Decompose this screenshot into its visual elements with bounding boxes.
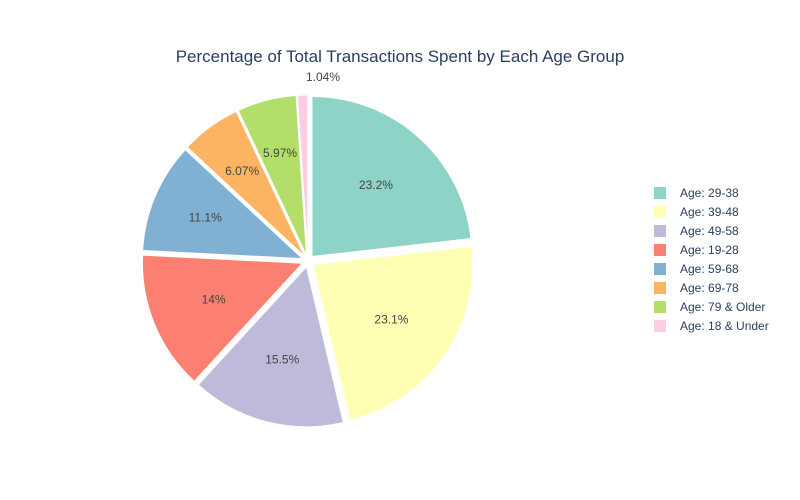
pie-slice-age-39-48: [312, 245, 474, 421]
legend-item-age-59-68[interactable]: Age: 59-68: [654, 262, 739, 276]
legend-item-age-19-28[interactable]: Age: 19-28: [654, 243, 739, 257]
slice-labels: 23.2% 23.1% 15.5% 14% 11.1% 6.07% 5.97% 1.04%: [189, 70, 409, 367]
legend-item-age-49-58[interactable]: Age: 49-58: [654, 224, 739, 238]
legend-swatch: [654, 187, 666, 199]
legend-item-age-79-older[interactable]: Age: 79 & Older: [654, 300, 765, 314]
legend-item-age-69-78[interactable]: Age: 69-78: [654, 281, 739, 295]
pie-slice-age-69-78: [186, 110, 305, 257]
slice-label-age-79-older: 5.97%: [263, 146, 297, 160]
legend-swatch: [654, 206, 666, 218]
legend-label: Age: 39-48: [680, 205, 739, 219]
slice-label-age-18-under: 1.04%: [306, 70, 340, 84]
legend-item-age-18-under[interactable]: Age: 18 & Under: [654, 319, 769, 333]
pie-slice-age-49-58: [197, 265, 344, 428]
legend-label: Age: 49-58: [680, 224, 739, 238]
pie-slice-age-18-under: [296, 94, 309, 256]
legend-label: Age: 59-68: [680, 262, 739, 276]
slice-label-age-29-38: 23.2%: [359, 178, 393, 192]
slice-label-age-19-28: 14%: [202, 293, 226, 307]
legend-item-age-39-48[interactable]: Age: 39-48: [654, 205, 739, 219]
legend-swatch: [654, 263, 666, 275]
slice-label-age-49-58: 15.5%: [265, 353, 299, 367]
legend-swatch: [654, 301, 666, 313]
legend-swatch: [654, 225, 666, 237]
legend-swatch: [654, 282, 666, 294]
pie-slice-age-19-28: [141, 254, 304, 382]
legend-label: Age: 69-78: [680, 281, 739, 295]
legend-label: Age: 18 & Under: [680, 319, 769, 333]
legend-label: Age: 19-28: [680, 243, 739, 257]
slice-label-age-39-48: 23.1%: [374, 313, 408, 327]
slice-label-age-69-78: 6.07%: [225, 164, 259, 178]
legend: Age: 29-38 Age: 39-48 Age: 49-58 Age: 19-28…: [654, 186, 769, 333]
pie-slice-age-59-68: [142, 149, 304, 260]
legend-swatch: [654, 320, 666, 332]
legend-label: Age: 79 & Older: [680, 300, 765, 314]
pie-slice-age-29-38: [311, 96, 472, 258]
pie-slices: [141, 94, 474, 428]
legend-label: Age: 29-38: [680, 186, 739, 200]
slice-label-age-59-68: 11.1%: [189, 211, 222, 225]
legend-item-age-29-38[interactable]: Age: 29-38: [654, 186, 739, 200]
pie-slice-age-79-older: [237, 95, 307, 256]
chart-title: Percentage of Total Transactions Spent b…: [176, 47, 625, 66]
legend-swatch: [654, 244, 666, 256]
